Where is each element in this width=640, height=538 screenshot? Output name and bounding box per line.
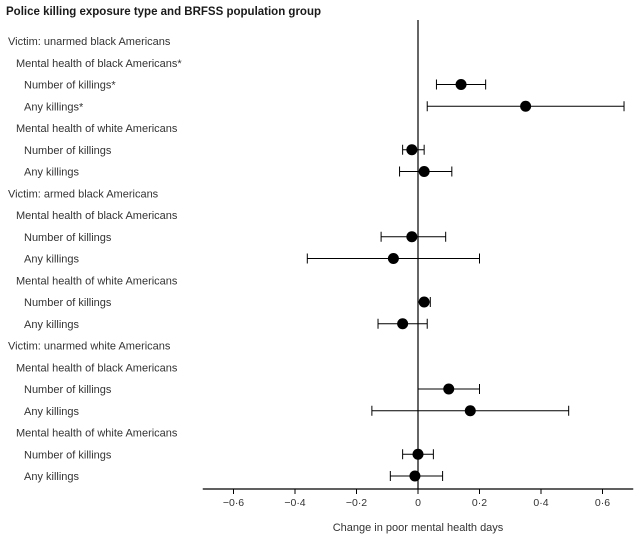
estimates <box>306 79 625 482</box>
point-estimate <box>412 448 424 460</box>
row-label: Number of killings <box>24 449 112 461</box>
row-label: Any killings <box>24 319 80 331</box>
point-estimate <box>409 470 421 482</box>
point-estimate <box>406 231 418 243</box>
row-label: Number of killings <box>24 145 112 157</box>
row-label: Mental health of black Americans* <box>16 58 182 70</box>
row-label: Number of killings* <box>24 80 116 92</box>
point-estimate <box>418 296 430 308</box>
x-axis-title: Change in poor mental health days <box>333 522 504 534</box>
row-label: Mental health of black Americans <box>16 210 178 222</box>
point-estimate <box>387 253 399 264</box>
row-label: Mental health of white Americans <box>16 275 178 287</box>
point-estimate <box>520 100 532 112</box>
x-tick-label: −0·4 <box>284 497 305 509</box>
chart-title: Police killing exposure type and BRFSS p… <box>6 6 322 18</box>
x-tick-label: 0·6 <box>595 497 610 509</box>
row-label: Victim: armed black Americans <box>8 188 159 200</box>
row-label: Number of killings <box>24 232 112 244</box>
row-label: Mental health of white Americans <box>16 428 178 440</box>
x-tick-label: 0 <box>415 497 421 509</box>
row-label: Victim: unarmed black Americans <box>8 36 171 48</box>
x-tick-label: 0·2 <box>472 497 487 509</box>
point-estimate <box>455 79 467 90</box>
x-tick-label: 0·4 <box>533 497 548 509</box>
point-estimate <box>418 166 430 177</box>
x-axis: −0·6 −0·4 −0·2 0 0·2 0·4 0·6 <box>202 20 634 509</box>
point-estimate <box>464 405 476 417</box>
point-estimate <box>443 383 455 395</box>
row-label: Mental health of white Americans <box>16 123 178 135</box>
row-label: Any killings <box>24 254 80 266</box>
row-label: Any killings <box>24 471 80 483</box>
row-label: Victim: unarmed white Americans <box>8 341 171 353</box>
x-tick-label: −0·2 <box>346 497 367 509</box>
point-estimate <box>406 144 418 156</box>
row-label: Mental health of black Americans <box>16 362 178 374</box>
row-label: Any killings* <box>24 101 84 113</box>
row-label: Any killings <box>24 406 80 418</box>
row-label: Number of killings <box>24 297 112 309</box>
x-tick-label: −0·6 <box>223 497 244 509</box>
point-estimate <box>397 318 409 330</box>
row-labels: Victim: unarmed black Americans Mental he… <box>8 36 182 483</box>
row-label: Any killings <box>24 167 80 179</box>
row-label: Number of killings <box>24 384 112 396</box>
